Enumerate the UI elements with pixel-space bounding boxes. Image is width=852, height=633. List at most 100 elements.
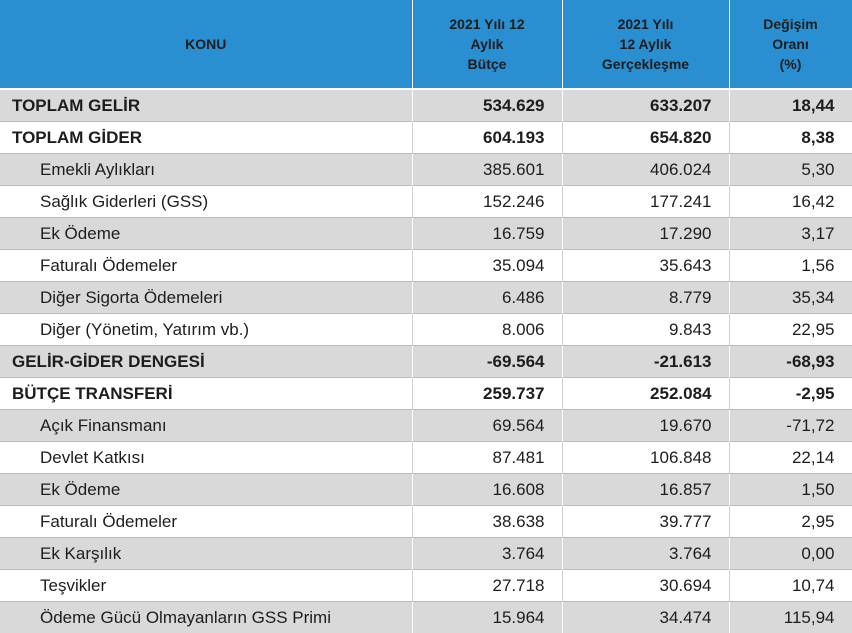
row-label: TOPLAM GELİR bbox=[0, 89, 412, 122]
row-actual: 406.024 bbox=[562, 154, 729, 186]
row-change: 5,30 bbox=[729, 154, 852, 186]
table-row: Emekli Aylıkları 385.601 406.024 5,30 bbox=[0, 154, 852, 186]
row-actual: 19.670 bbox=[562, 410, 729, 442]
row-change: 10,74 bbox=[729, 570, 852, 602]
row-budget: 259.737 bbox=[412, 378, 562, 410]
row-actual: 39.777 bbox=[562, 506, 729, 538]
row-budget: 16.759 bbox=[412, 218, 562, 250]
row-label: Ödeme Gücü Olmayanların GSS Primi bbox=[0, 602, 412, 633]
row-change: 1,50 bbox=[729, 474, 852, 506]
row-label: Ek Karşılık bbox=[0, 538, 412, 570]
row-actual: 3.764 bbox=[562, 538, 729, 570]
row-actual: 106.848 bbox=[562, 442, 729, 474]
row-budget: 152.246 bbox=[412, 186, 562, 218]
row-label: Teşvikler bbox=[0, 570, 412, 602]
row-budget: 69.564 bbox=[412, 410, 562, 442]
row-change: 22,14 bbox=[729, 442, 852, 474]
table-row: TOPLAM GİDER 604.193 654.820 8,38 bbox=[0, 122, 852, 154]
header-change-line-2: Oranı bbox=[734, 34, 848, 54]
header-actual: 2021 Yılı 12 Aylık Gerçekleşme bbox=[562, 0, 729, 89]
header-actual-line-2: 12 Aylık bbox=[567, 34, 725, 54]
row-change: 0,00 bbox=[729, 538, 852, 570]
table-row: TOPLAM GELİR 534.629 633.207 18,44 bbox=[0, 89, 852, 122]
row-change: 3,17 bbox=[729, 218, 852, 250]
row-change: -68,93 bbox=[729, 346, 852, 378]
row-label: Açık Finansmanı bbox=[0, 410, 412, 442]
row-actual: 34.474 bbox=[562, 602, 729, 633]
table-row: GELİR-GİDER DENGESİ -69.564 -21.613 -68,… bbox=[0, 346, 852, 378]
row-budget: 604.193 bbox=[412, 122, 562, 154]
table-row: Diğer (Yönetim, Yatırım vb.) 8.006 9.843… bbox=[0, 314, 852, 346]
header-konu-label: KONU bbox=[185, 36, 226, 52]
row-change: 18,44 bbox=[729, 89, 852, 122]
table-row: Ek Ödeme 16.608 16.857 1,50 bbox=[0, 474, 852, 506]
header-change: Değişim Oranı (%) bbox=[729, 0, 852, 89]
row-actual: 30.694 bbox=[562, 570, 729, 602]
row-budget: 385.601 bbox=[412, 154, 562, 186]
row-actual: 17.290 bbox=[562, 218, 729, 250]
row-budget: 16.608 bbox=[412, 474, 562, 506]
header-change-line-1: Değişim bbox=[734, 14, 848, 34]
table-row: Teşvikler 27.718 30.694 10,74 bbox=[0, 570, 852, 602]
row-budget: 3.764 bbox=[412, 538, 562, 570]
row-label: Ek Ödeme bbox=[0, 474, 412, 506]
row-label: BÜTÇE TRANSFERİ bbox=[0, 378, 412, 410]
row-budget: 15.964 bbox=[412, 602, 562, 633]
row-actual: 177.241 bbox=[562, 186, 729, 218]
row-change: -71,72 bbox=[729, 410, 852, 442]
row-actual: 8.779 bbox=[562, 282, 729, 314]
row-label: Devlet Katkısı bbox=[0, 442, 412, 474]
row-budget: 6.486 bbox=[412, 282, 562, 314]
row-label: Diğer Sigorta Ödemeleri bbox=[0, 282, 412, 314]
row-change: 16,42 bbox=[729, 186, 852, 218]
row-label: Diğer (Yönetim, Yatırım vb.) bbox=[0, 314, 412, 346]
table-row: Ödeme Gücü Olmayanların GSS Primi 15.964… bbox=[0, 602, 852, 633]
row-budget: 87.481 bbox=[412, 442, 562, 474]
row-actual: -21.613 bbox=[562, 346, 729, 378]
row-label: Sağlık Giderleri (GSS) bbox=[0, 186, 412, 218]
row-label: Ek Ödeme bbox=[0, 218, 412, 250]
header-budget-line-2: Aylık bbox=[417, 34, 558, 54]
row-change: 8,38 bbox=[729, 122, 852, 154]
header-konu: KONU bbox=[0, 0, 412, 89]
header-actual-line-1: 2021 Yılı bbox=[567, 14, 725, 34]
table-row: Devlet Katkısı 87.481 106.848 22,14 bbox=[0, 442, 852, 474]
row-actual: 633.207 bbox=[562, 89, 729, 122]
table-row: Ek Karşılık 3.764 3.764 0,00 bbox=[0, 538, 852, 570]
row-change: 1,56 bbox=[729, 250, 852, 282]
row-budget: 38.638 bbox=[412, 506, 562, 538]
row-budget: 8.006 bbox=[412, 314, 562, 346]
row-budget: 35.094 bbox=[412, 250, 562, 282]
header-budget: 2021 Yılı 12 Aylık Bütçe bbox=[412, 0, 562, 89]
table-row: BÜTÇE TRANSFERİ 259.737 252.084 -2,95 bbox=[0, 378, 852, 410]
row-change: 2,95 bbox=[729, 506, 852, 538]
row-budget: -69.564 bbox=[412, 346, 562, 378]
row-label: TOPLAM GİDER bbox=[0, 122, 412, 154]
row-change: 115,94 bbox=[729, 602, 852, 633]
row-change: -2,95 bbox=[729, 378, 852, 410]
header-actual-line-3: Gerçekleşme bbox=[567, 54, 725, 74]
row-budget: 27.718 bbox=[412, 570, 562, 602]
row-actual: 252.084 bbox=[562, 378, 729, 410]
header-budget-line-1: 2021 Yılı 12 bbox=[417, 14, 558, 34]
row-actual: 9.843 bbox=[562, 314, 729, 346]
row-change: 22,95 bbox=[729, 314, 852, 346]
table-row: Faturalı Ödemeler 38.638 39.777 2,95 bbox=[0, 506, 852, 538]
row-actual: 16.857 bbox=[562, 474, 729, 506]
row-actual: 35.643 bbox=[562, 250, 729, 282]
header-budget-line-3: Bütçe bbox=[417, 54, 558, 74]
row-label: Emekli Aylıkları bbox=[0, 154, 412, 186]
table-row: Sağlık Giderleri (GSS) 152.246 177.241 1… bbox=[0, 186, 852, 218]
table-row: Faturalı Ödemeler 35.094 35.643 1,56 bbox=[0, 250, 852, 282]
header-row: KONU 2021 Yılı 12 Aylık Bütçe 2021 Yılı … bbox=[0, 0, 852, 89]
table-row: Diğer Sigorta Ödemeleri 6.486 8.779 35,3… bbox=[0, 282, 852, 314]
table-row: Ek Ödeme 16.759 17.290 3,17 bbox=[0, 218, 852, 250]
row-actual: 654.820 bbox=[562, 122, 729, 154]
table-row: Açık Finansmanı 69.564 19.670 -71,72 bbox=[0, 410, 852, 442]
row-label: Faturalı Ödemeler bbox=[0, 250, 412, 282]
row-budget: 534.629 bbox=[412, 89, 562, 122]
row-label: Faturalı Ödemeler bbox=[0, 506, 412, 538]
row-change: 35,34 bbox=[729, 282, 852, 314]
header-change-line-3: (%) bbox=[734, 54, 848, 74]
